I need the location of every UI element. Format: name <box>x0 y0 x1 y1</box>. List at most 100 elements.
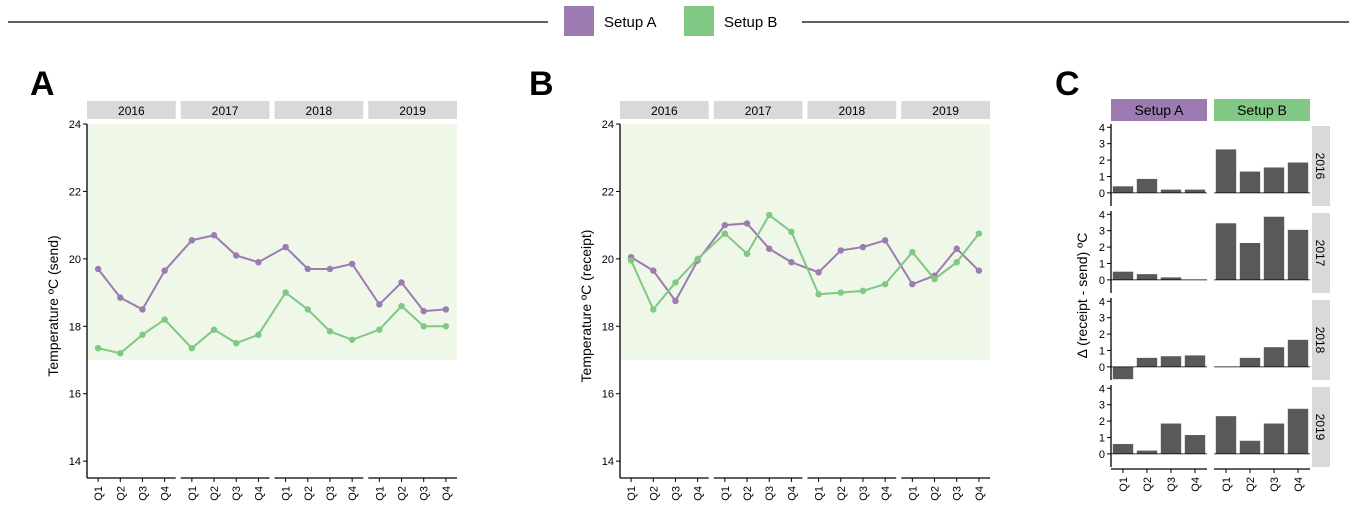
data-point <box>743 250 751 257</box>
data-point <box>420 307 427 315</box>
data-point <box>94 265 102 273</box>
column-strip-setup-a <box>1111 99 1207 121</box>
panel-letter-c: C <box>1055 65 1080 103</box>
series-line-setup-a <box>630 222 980 303</box>
data-point <box>398 302 405 310</box>
data-point <box>788 228 795 236</box>
facet-label-2018: 2018 <box>839 104 866 118</box>
x-tick-label: Q1 <box>93 486 105 501</box>
y-tick-label: 2 <box>1099 416 1105 428</box>
x-tick-label: Q3 <box>670 486 682 501</box>
data-point <box>859 243 867 251</box>
data-point <box>210 232 218 239</box>
data-point <box>442 306 450 313</box>
data-point <box>909 248 916 256</box>
row-label-2017: 2017 <box>1313 240 1327 267</box>
x-tick-label: Q2 <box>742 486 754 501</box>
legend-label-setup-b: Setup B <box>724 14 777 31</box>
bar <box>1215 416 1237 454</box>
facet-label-2017: 2017 <box>212 104 239 118</box>
x-tick-label: Q1 <box>1118 477 1130 492</box>
y-tick-label: 20 <box>69 254 81 266</box>
y-tick-label: 18 <box>602 321 614 333</box>
y-tick-label: 0 <box>1099 362 1105 374</box>
chart-b-receipt-temperature: 2016 2017 2018 2019 14 16 18 20 22 24 Temperature … <box>578 101 990 501</box>
panel-letter-b: B <box>529 65 554 103</box>
y-tick-label: 2 <box>1099 155 1105 167</box>
x-tick-label: Q3 <box>952 486 964 501</box>
bar <box>1136 357 1158 367</box>
x-tick-label: Q1 <box>626 486 638 501</box>
y-tick-label: 1 <box>1099 345 1105 357</box>
data-point <box>304 306 311 313</box>
data-point <box>326 265 334 273</box>
y-tick-label: 4 <box>1099 122 1105 134</box>
bar <box>1160 356 1182 367</box>
data-point <box>117 294 124 301</box>
data-point <box>139 331 146 338</box>
data-point <box>376 326 383 333</box>
x-tick-label: Q4 <box>786 486 798 501</box>
data-point <box>766 245 773 252</box>
row-label-2018: 2018 <box>1313 327 1327 354</box>
x-tick-label: Q4 <box>693 486 705 501</box>
y-axis-title: Temperature ºC (receipt) <box>578 230 594 383</box>
bar <box>1287 408 1309 454</box>
bar <box>1112 271 1134 280</box>
x-tick-label: Q1 <box>187 486 199 501</box>
x-tick-label: Q3 <box>325 486 337 501</box>
y-tick-label: 2 <box>1099 242 1105 254</box>
data-point <box>348 336 356 343</box>
facet-label-2016: 2016 <box>651 104 678 118</box>
data-point <box>859 287 867 295</box>
facet-label-2017: 2017 <box>745 104 772 118</box>
data-point <box>650 306 657 313</box>
x-tick-label: Q4 <box>253 486 265 501</box>
data-point <box>975 267 983 274</box>
background-band <box>87 124 457 360</box>
y-tick-label: 2 <box>1099 329 1105 341</box>
data-point <box>909 280 916 288</box>
y-tick-label: 22 <box>69 186 81 198</box>
data-point <box>161 267 168 274</box>
data-point <box>326 328 334 335</box>
data-point <box>233 252 240 259</box>
x-tick-label: Q2 <box>1245 477 1257 492</box>
column-strip-setup-b <box>1214 99 1310 121</box>
bar <box>1136 274 1158 280</box>
data-point <box>837 289 844 296</box>
row-strip-2016 <box>1312 126 1330 206</box>
bar <box>1287 162 1309 193</box>
facet-strip-2019 <box>368 101 457 119</box>
y-tick-label: 22 <box>602 186 614 198</box>
y-tick-label: 14 <box>602 456 614 468</box>
row-label-2019: 2019 <box>1313 414 1327 441</box>
data-point <box>694 255 701 263</box>
y-tick-label: 1 <box>1099 171 1105 183</box>
y-tick-label: 3 <box>1099 226 1105 238</box>
x-tick-label: Q2 <box>648 486 660 501</box>
bar <box>1239 440 1261 454</box>
x-tick-label: Q4 <box>441 486 453 501</box>
data-point <box>672 297 679 305</box>
data-point <box>881 280 889 288</box>
y-tick-label: 4 <box>1099 383 1105 395</box>
y-tick-label: 20 <box>602 254 614 266</box>
data-point <box>233 339 240 347</box>
x-tick-label: Q3 <box>419 486 431 501</box>
bar <box>1184 355 1206 367</box>
bar <box>1287 229 1309 280</box>
bar <box>1112 366 1134 380</box>
facet-strip-2018 <box>807 101 897 119</box>
data-point <box>94 345 102 352</box>
bar <box>1239 242 1261 280</box>
y-tick-label: 0 <box>1099 188 1105 200</box>
x-tick-label: Q3 <box>231 486 243 501</box>
x-tick-label: Q1 <box>374 486 386 501</box>
x-tick-label: Q4 <box>1293 477 1305 492</box>
bar <box>1136 450 1158 454</box>
bar <box>1263 347 1285 367</box>
bar <box>1160 423 1182 454</box>
x-tick-label: Q3 <box>1269 477 1281 492</box>
